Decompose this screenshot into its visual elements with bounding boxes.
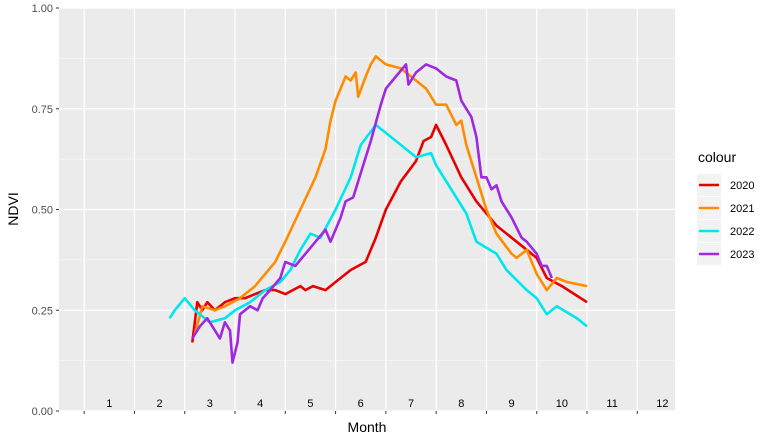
month-label: 2 bbox=[157, 398, 163, 410]
month-label: 5 bbox=[307, 398, 313, 410]
legend-item-2021: 2021 bbox=[697, 197, 754, 219]
y-tick-label: 0.00 bbox=[32, 406, 53, 418]
month-label: 11 bbox=[606, 398, 617, 410]
month-label: 10 bbox=[556, 398, 568, 410]
series-line-2021 bbox=[193, 55, 588, 335]
y-tick-label: 0.25 bbox=[32, 305, 53, 317]
y-tick-label: 1.00 bbox=[32, 3, 53, 15]
legend-item-2023: 2023 bbox=[697, 243, 754, 265]
month-label: 7 bbox=[408, 398, 414, 410]
legend-label: 2021 bbox=[730, 203, 754, 215]
legend-title: colour bbox=[698, 149, 736, 165]
month-label: 3 bbox=[207, 398, 213, 410]
series-line-2020 bbox=[191, 123, 588, 343]
month-label: 4 bbox=[257, 398, 263, 410]
series-line-2022 bbox=[168, 123, 588, 328]
legend-label: 2020 bbox=[730, 180, 754, 192]
legend-item-2020: 2020 bbox=[697, 174, 754, 196]
legend-label: 2022 bbox=[730, 226, 754, 238]
axes: 0.000.250.500.751.001 2 3 4 5 6 7 8 9 10 11 12 bbox=[32, 3, 669, 418]
month-label: 9 bbox=[509, 398, 515, 410]
x-axis-title: Month bbox=[348, 419, 387, 435]
legend-label: 2023 bbox=[730, 249, 754, 261]
legend: colour 2020 2021 2022 2023 bbox=[697, 149, 754, 265]
month-label: 8 bbox=[458, 398, 464, 410]
month-label: 1 bbox=[106, 398, 112, 410]
y-tick-label: 0.75 bbox=[32, 104, 53, 116]
y-axis-title: NDVI bbox=[5, 192, 21, 225]
series-line-2023 bbox=[191, 63, 554, 364]
series-lines bbox=[168, 55, 588, 364]
y-tick-label: 0.50 bbox=[32, 205, 53, 217]
month-label: 12 bbox=[656, 398, 668, 410]
month-label: 6 bbox=[358, 398, 364, 410]
legend-item-2022: 2022 bbox=[697, 220, 754, 242]
